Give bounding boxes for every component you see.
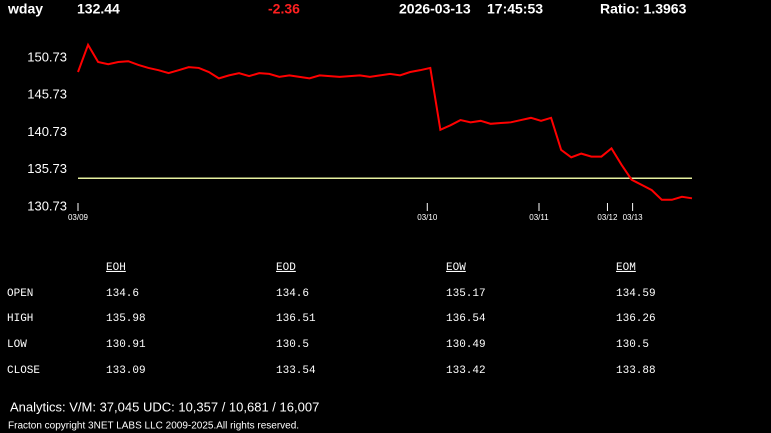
- table-cell: 134.59: [616, 288, 656, 300]
- row-label: HIGH: [7, 313, 33, 325]
- table-cell: 136.51: [276, 313, 316, 325]
- table-cell: 130.49: [446, 339, 486, 351]
- table-cell: 134.6: [276, 288, 309, 300]
- column-header: EOW: [446, 262, 466, 274]
- date: 2026-03-13: [399, 1, 471, 17]
- y-tick-label: 150.73: [27, 49, 67, 64]
- x-tick-label: 03/10: [417, 213, 438, 222]
- column-header: EOM: [616, 262, 636, 274]
- ratio: Ratio: 1.3963: [600, 1, 687, 17]
- change: -2.36: [268, 1, 300, 17]
- y-tick-label: 130.73: [27, 198, 67, 213]
- x-tick-label: 03/13: [623, 213, 644, 222]
- column-header: EOH: [106, 262, 126, 274]
- y-tick-label: 140.73: [27, 124, 67, 139]
- table-cell: 136.54: [446, 313, 486, 325]
- table-cell: 135.98: [106, 313, 146, 325]
- table-cell: 133.42: [446, 365, 486, 377]
- table-cell: 133.54: [276, 365, 316, 377]
- price: 132.44: [77, 1, 120, 17]
- symbol: wday: [7, 1, 43, 17]
- row-label: OPEN: [7, 288, 33, 300]
- y-tick-label: 145.73: [27, 87, 67, 102]
- column-header: EOD: [276, 262, 296, 274]
- table-cell: 135.17: [446, 288, 486, 300]
- analytics: Analytics: V/M: 37,045 UDC: 10,357 / 10,…: [10, 399, 319, 414]
- table-cell: 134.6: [106, 288, 139, 300]
- x-tick-label: 03/11: [529, 213, 549, 222]
- row-label: LOW: [7, 339, 27, 351]
- x-tick-label: 03/09: [68, 213, 89, 222]
- table-cell: 133.09: [106, 365, 146, 377]
- table-cell: 133.88: [616, 365, 656, 377]
- time: 17:45:53: [487, 1, 543, 17]
- table-cell: 130.5: [276, 339, 309, 351]
- table-cell: 130.91: [106, 339, 146, 351]
- table-cell: 136.26: [616, 313, 656, 325]
- copyright: Fracton copyright 3NET LABS LLC 2009-202…: [8, 421, 299, 432]
- x-tick-label: 03/12: [597, 213, 618, 222]
- y-tick-label: 135.73: [27, 161, 67, 176]
- row-label: CLOSE: [7, 365, 40, 377]
- price-line: [77, 42, 693, 201]
- table-cell: 130.5: [616, 339, 649, 351]
